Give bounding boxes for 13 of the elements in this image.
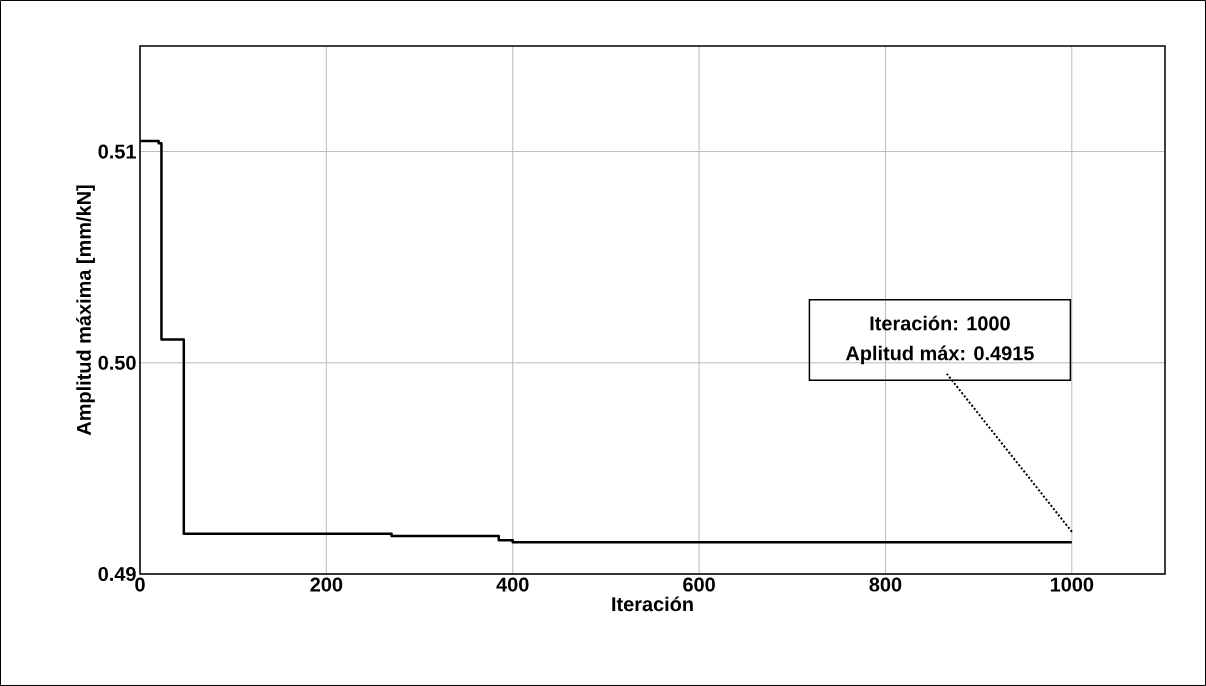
y-tick-label: 0.50 (98, 355, 136, 370)
y-axis-title: Amplitud máxima [mm/kN] (76, 185, 95, 436)
x-tick-label: 400 (496, 577, 529, 592)
x-tick-label: 200 (310, 577, 343, 592)
y-tick-label: 0.49 (98, 566, 136, 582)
x-tick-label: 600 (683, 577, 715, 592)
y-tick-label: 0.51 (98, 144, 136, 159)
x-tick-label: 0 (135, 577, 145, 592)
x-tick-label: 1000 (1050, 577, 1094, 592)
annotation: Aplitud máx: 0.4915 (845, 345, 1034, 365)
x-tick-label: 800 (869, 577, 902, 592)
annotation: Iteración: 1000 (870, 315, 1010, 331)
x-axis-title: Iteración (612, 596, 693, 612)
